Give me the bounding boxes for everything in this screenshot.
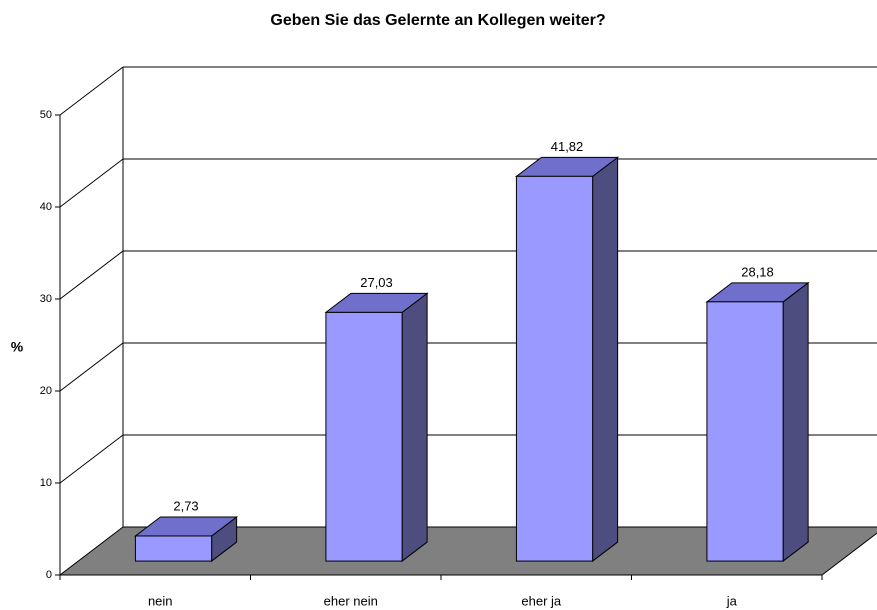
bar <box>325 311 403 562</box>
x-tick-label: eher nein <box>324 593 378 608</box>
value-label: 2,73 <box>173 498 198 513</box>
grid-line-diagonal <box>59 250 124 300</box>
y-tick-label: 10 <box>40 477 52 489</box>
y-tick-label: 30 <box>40 293 52 305</box>
bar <box>134 535 213 562</box>
bar <box>706 301 784 562</box>
value-label: 28,18 <box>741 264 774 279</box>
grid-line-diagonal <box>59 158 124 208</box>
y-tick-label: 40 <box>40 201 52 213</box>
x-tick-label: eher ja <box>521 593 562 608</box>
y-tick-label: 0 <box>46 569 52 581</box>
value-label: 27,03 <box>360 275 393 290</box>
y-axis-label: % <box>11 339 24 355</box>
bar-side <box>782 281 809 563</box>
grid-line-diagonal <box>59 434 124 484</box>
back-wall <box>123 67 877 527</box>
chart-title: Geben Sie das Gelernte an Kollegen weite… <box>270 12 605 29</box>
y-tick-label: 20 <box>40 385 52 397</box>
value-label: 41,82 <box>551 139 584 154</box>
grid-line-diagonal <box>59 66 124 116</box>
bar <box>515 175 594 562</box>
x-tick-label: nein <box>148 593 173 608</box>
y-tick-label: 50 <box>40 109 52 121</box>
bar-side <box>401 292 428 563</box>
bar-side <box>592 156 619 563</box>
grid-line-diagonal <box>59 342 124 392</box>
x-tick-label: ja <box>726 593 738 608</box>
